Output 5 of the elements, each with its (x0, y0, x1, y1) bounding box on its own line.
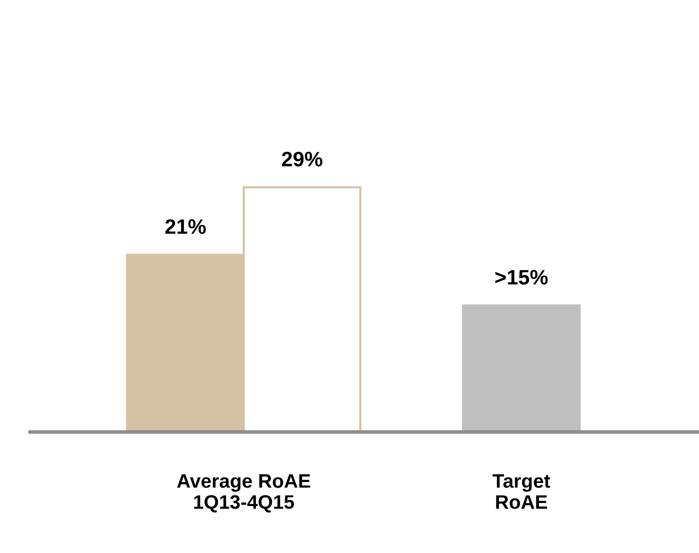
data-label: 29% (282, 152, 322, 166)
x-tick-label: Target RoAE (492, 474, 550, 509)
x-tick-label: Average RoAE 1Q13-4Q15 (177, 474, 310, 513)
data-label: >15% (495, 270, 548, 285)
data-label: 21% (165, 219, 206, 234)
